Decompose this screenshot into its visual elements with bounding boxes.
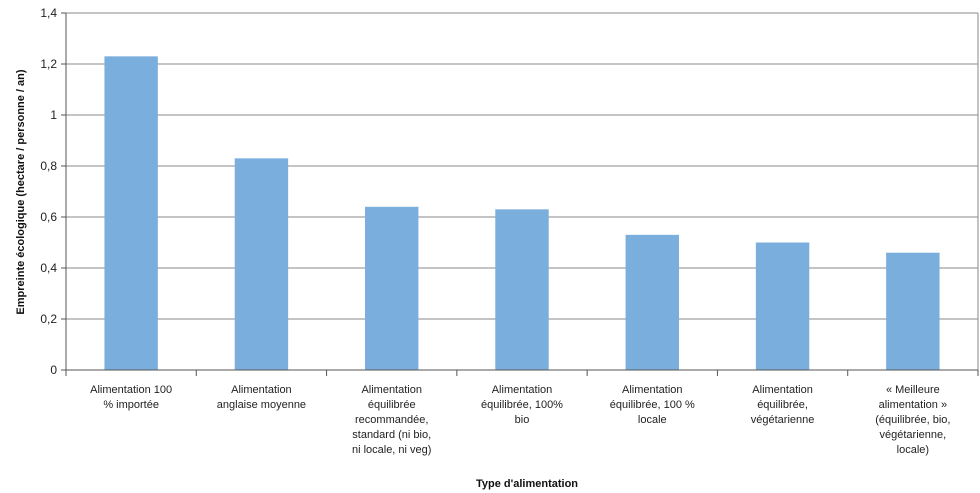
y-tick-label: 0,8 (40, 159, 57, 173)
bar (234, 158, 289, 370)
bars (104, 56, 940, 370)
bar (886, 252, 940, 370)
axes (61, 12, 979, 376)
y-tick-label: 0 (50, 363, 57, 377)
y-tick-label: 1 (50, 108, 57, 122)
bar (365, 206, 419, 370)
y-tick-label: 1,2 (40, 57, 57, 71)
bar (104, 56, 158, 370)
x-category-label: Alimentation équilibrée, 100 % locale (610, 384, 695, 426)
y-tick-labels: 0 0,2 0,4 0,6 0,8 1 1,2 1,4 (40, 6, 57, 377)
y-tick-label: 0,2 (40, 312, 57, 326)
x-category-label: Alimentation anglaise moyenne (217, 384, 306, 411)
bar (495, 209, 549, 370)
x-axis-title: Type d'alimentation (476, 478, 578, 490)
x-category-label: Alimentation équilibrée recommandée, standa… (352, 384, 432, 456)
bar (755, 242, 810, 370)
x-category-labels: Alimentation 100% importée Alimentation an… (90, 384, 950, 456)
x-category-label: Alimentation 100% importée (90, 384, 172, 411)
x-category-label: Alimentation équilibrée, végétarienne (751, 384, 815, 426)
y-tick-label: 0,4 (40, 261, 57, 275)
y-tick-label: 0,6 (40, 210, 57, 224)
x-category-label: Alimentation équilibrée, 100% bio (481, 384, 563, 426)
y-tick-label: 1,4 (40, 6, 57, 20)
x-category-label: « Meilleure alimentation » (équilibrée, bi… (875, 384, 950, 456)
bar (625, 234, 679, 370)
y-axis-title: Empreinte écologique (hectare / personne… (15, 69, 27, 314)
